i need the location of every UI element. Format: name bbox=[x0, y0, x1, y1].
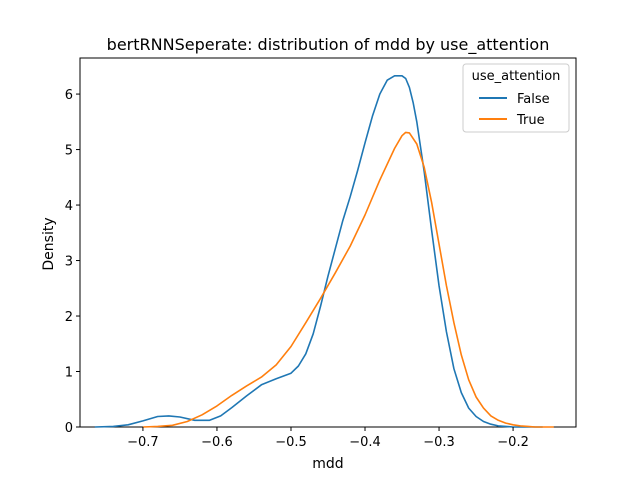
x-tick-label: −0.4 bbox=[349, 435, 381, 450]
legend: use_attention False True bbox=[462, 63, 570, 133]
x-tick-label: −0.7 bbox=[127, 435, 159, 450]
legend-label-true: True bbox=[516, 113, 545, 128]
x-tick-label: −0.2 bbox=[497, 435, 529, 450]
y-tick-label: 6 bbox=[65, 88, 73, 103]
x-tick-label: −0.3 bbox=[423, 435, 455, 450]
y-tick-label: 5 bbox=[65, 144, 73, 159]
plot-area bbox=[79, 57, 577, 428]
chart-title: bertRNNSeperate: distribution of mdd by … bbox=[107, 35, 550, 55]
y-tick-label: 0 bbox=[65, 421, 73, 436]
series-line-true bbox=[142, 131, 554, 428]
y-tick-label: 4 bbox=[65, 199, 73, 214]
x-axis-label: mdd bbox=[312, 456, 343, 472]
legend-label-false: False bbox=[517, 92, 550, 107]
y-axis-label: Density bbox=[41, 217, 57, 270]
series-line-false bbox=[94, 75, 543, 428]
y-axis: 0 1 2 3 4 5 6 bbox=[65, 88, 80, 436]
legend-frame bbox=[462, 63, 570, 133]
legend-title: use_attention bbox=[472, 69, 561, 84]
x-axis: −0.7 −0.6 −0.5 −0.4 −0.3 −0.2 bbox=[127, 427, 529, 450]
x-tick-label: −0.5 bbox=[275, 435, 307, 450]
y-tick-label: 3 bbox=[65, 255, 73, 270]
y-tick-label: 1 bbox=[65, 366, 73, 381]
plot-frame bbox=[79, 57, 577, 428]
series-layer bbox=[94, 75, 554, 428]
y-tick-label: 2 bbox=[65, 310, 73, 325]
x-tick-label: −0.6 bbox=[201, 435, 233, 450]
